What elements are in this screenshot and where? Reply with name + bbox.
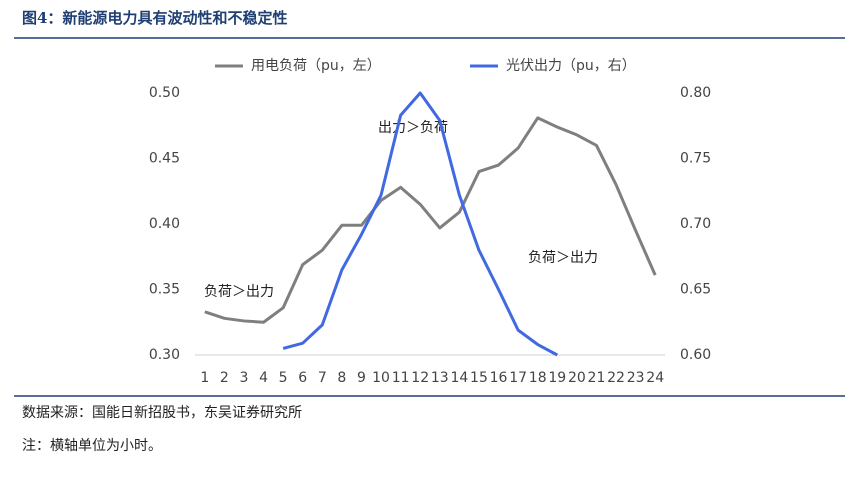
x-tick-label: 4 xyxy=(259,370,268,386)
y-tick-label: 0.50 xyxy=(149,85,180,101)
x-tick-label: 9 xyxy=(357,370,366,386)
y-tick-label: 0.35 xyxy=(149,282,180,298)
x-tick-label: 3 xyxy=(239,370,248,386)
x-tick-label: 22 xyxy=(607,370,625,386)
series-line xyxy=(204,116,657,324)
x-tick-label: 1 xyxy=(200,370,209,386)
x-tick-label: 24 xyxy=(646,370,664,386)
x-tick-label: 8 xyxy=(337,370,346,386)
x-tick-label: 5 xyxy=(279,370,288,386)
annotation: 负荷＞出力 xyxy=(528,250,598,266)
x-tick-label: 18 xyxy=(529,370,547,386)
x-tick-label: 14 xyxy=(450,370,468,386)
x-tick-label: 7 xyxy=(318,370,327,386)
y2-tick-label: 0.80 xyxy=(680,85,711,101)
x-tick-label: 17 xyxy=(509,370,527,386)
y-tick-label: 0.45 xyxy=(149,151,180,167)
x-tick-label: 20 xyxy=(568,370,586,386)
x-tick-label: 16 xyxy=(490,370,508,386)
x-tick-label: 11 xyxy=(392,370,410,386)
x-tick-label: 10 xyxy=(372,370,390,386)
chart-title: 图4：新能源电力具有波动性和不稳定性 xyxy=(22,9,287,27)
y2-tick-label: 0.75 xyxy=(680,151,711,167)
note: 注：横轴单位为小时。 xyxy=(22,438,162,454)
x-tick-label: 6 xyxy=(298,370,307,386)
x-tick-label: 13 xyxy=(431,370,449,386)
source: 数据来源：国能日新招股书，东吴证券研究所 xyxy=(22,405,302,421)
annotation: 负荷＞出力 xyxy=(204,284,274,300)
x-tick-label: 19 xyxy=(548,370,566,386)
legend-label: 用电负荷（pu，左） xyxy=(251,58,381,74)
y2-tick-label: 0.65 xyxy=(680,282,711,298)
y2-tick-label: 0.60 xyxy=(680,347,711,363)
x-tick-label: 23 xyxy=(627,370,645,386)
x-tick-label: 15 xyxy=(470,370,488,386)
y2-tick-label: 0.70 xyxy=(680,216,711,232)
annotation: 出力＞负荷 xyxy=(378,120,448,136)
y-tick-label: 0.40 xyxy=(149,216,180,232)
x-tick-label: 21 xyxy=(588,370,606,386)
x-tick-label: 12 xyxy=(411,370,429,386)
x-tick-label: 2 xyxy=(220,370,229,386)
series-line xyxy=(282,91,558,357)
legend-label: 光伏出力（pu，右） xyxy=(506,58,636,74)
y-tick-label: 0.30 xyxy=(149,347,180,363)
